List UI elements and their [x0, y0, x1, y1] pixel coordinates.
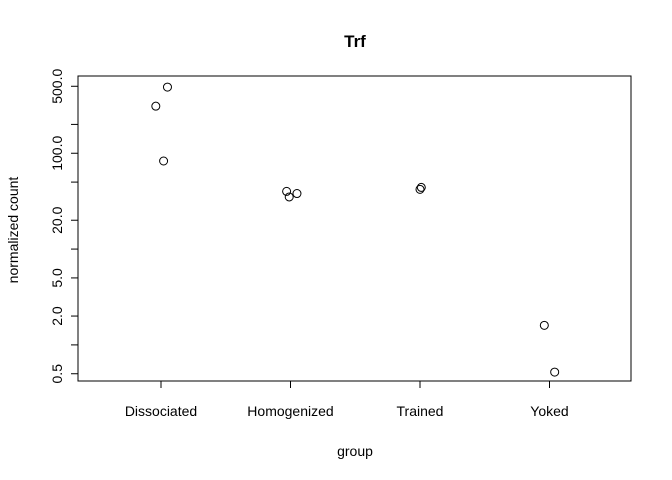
chart-title: Trf — [344, 32, 366, 51]
y-tick-label: 100.0 — [49, 136, 65, 171]
x-axis-label: group — [337, 443, 373, 459]
y-tick-label: 5.0 — [49, 268, 65, 288]
y-tick-label: 0.5 — [49, 364, 65, 384]
x-tick-label: Homogenized — [247, 403, 333, 419]
y-tick-label: 20.0 — [49, 206, 65, 233]
data-point — [282, 186, 292, 196]
x-tick-label: Dissociated — [125, 403, 197, 419]
y-tick-label: 2.0 — [49, 306, 65, 326]
data-point — [284, 192, 294, 202]
plot-area-frame — [77, 75, 632, 382]
data-point — [162, 82, 172, 92]
data-point — [539, 320, 549, 330]
data-point — [159, 156, 169, 166]
data-point — [550, 367, 560, 377]
y-axis-label: normalized count — [5, 177, 21, 284]
data-points — [151, 82, 560, 377]
data-point — [415, 184, 425, 194]
y-tick-label: 500.0 — [49, 69, 65, 104]
data-point — [416, 182, 426, 192]
data-point — [151, 101, 161, 111]
y-axis: 0.5 2.0 5.0 20.0 100.0 500.0 — [49, 69, 79, 384]
x-tick-label: Trained — [397, 403, 444, 419]
x-axis: Dissociated Homogenized Trained Yoked — [125, 380, 569, 419]
data-point — [292, 189, 302, 199]
x-tick-label: Yoked — [530, 403, 568, 419]
